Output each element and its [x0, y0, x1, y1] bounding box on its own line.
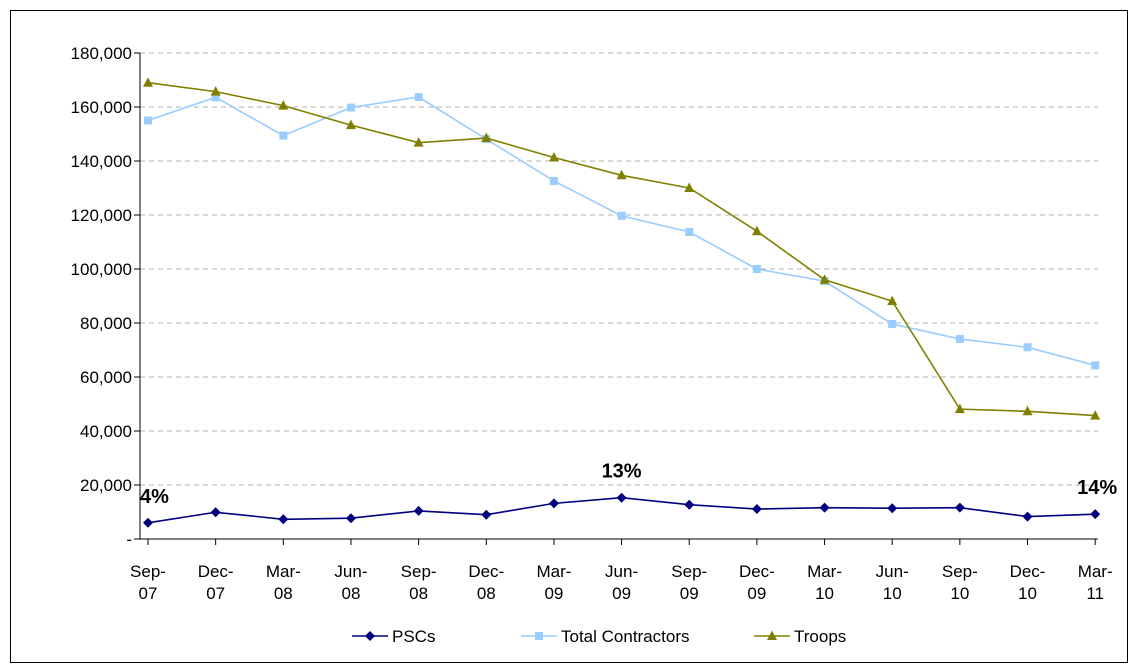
y-tick-label: 60,000	[80, 368, 132, 387]
troops-point	[481, 132, 492, 143]
total-contractors-point	[617, 211, 626, 220]
legend-label-troops: Troops	[794, 627, 846, 646]
pscs-point	[413, 505, 424, 516]
pscs-point	[819, 502, 830, 513]
total-contractors-point	[211, 93, 220, 102]
pscs-point	[887, 503, 898, 514]
annotation-label: 13%	[602, 461, 642, 483]
troops-point	[819, 274, 830, 284]
troops-point	[143, 77, 153, 87]
total-contractors-point	[549, 176, 558, 185]
y-tick-label: 80,000	[80, 314, 132, 333]
legend-label-pscs: PSCs	[392, 627, 435, 646]
troops-point	[751, 225, 762, 236]
pscs-point	[210, 507, 221, 518]
pscs-point	[954, 502, 965, 513]
total-contractors-point	[685, 228, 694, 237]
y-tick-label: 120,000	[71, 206, 132, 225]
chart-frame	[10, 10, 1128, 663]
pscs-point	[616, 492, 627, 503]
x-tick-label: Dec-07	[198, 562, 234, 603]
y-tick-label: 180,000	[71, 44, 132, 63]
pscs-point	[548, 498, 559, 509]
troops-point	[1022, 405, 1033, 416]
x-tick-label: Mar-10	[807, 562, 842, 603]
x-tick-label: Mar-09	[536, 562, 571, 603]
legend-marker-total-contractors	[535, 632, 543, 640]
legend-label-total-contractors: Total Contractors	[561, 627, 690, 646]
x-tick-label: Mar-11	[1078, 562, 1113, 603]
pscs-point	[684, 499, 695, 510]
total-contractors-point	[955, 334, 964, 343]
x-tick-label: Sep-10	[942, 562, 978, 603]
troops-point	[1090, 410, 1101, 420]
troops-point	[210, 86, 221, 96]
x-tick-label: Jun-09	[605, 562, 638, 603]
y-tick-label: 160,000	[71, 98, 132, 117]
troops-point	[548, 151, 559, 162]
x-tick-label: Sep-08	[401, 562, 437, 603]
troops-point	[887, 295, 898, 306]
pscs-point	[278, 514, 289, 525]
total-contractors-point	[1091, 361, 1100, 370]
pscs-point	[345, 513, 356, 524]
x-tick-label: Sep-09	[671, 562, 707, 603]
total-contractors-point	[144, 116, 152, 125]
troops-point	[278, 100, 289, 110]
pscs-point	[1022, 511, 1033, 522]
y-tick-label: -	[126, 530, 132, 549]
legend-marker-troops	[767, 630, 777, 640]
troops-point	[345, 119, 356, 130]
troops-point	[954, 403, 965, 414]
pscs-point	[143, 517, 153, 528]
total-contractors-point	[346, 103, 355, 112]
y-tick-label: 140,000	[71, 152, 132, 171]
troops-point	[616, 169, 627, 180]
x-tick-label: Dec-08	[468, 562, 504, 603]
total-contractors-point	[1023, 343, 1032, 352]
legend-marker-pscs	[365, 631, 375, 641]
total-contractors-point	[888, 320, 897, 329]
x-tick-label: Sep-07	[130, 562, 166, 603]
total-contractors-line	[147, 96, 1096, 367]
x-tick-label: Jun-10	[876, 562, 909, 603]
x-tick-label: Jun-08	[334, 562, 367, 603]
x-tick-label: Dec-09	[739, 562, 775, 603]
x-tick-label: Mar-08	[266, 562, 301, 603]
pscs-point	[1090, 509, 1101, 520]
y-tick-label: 20,000	[80, 476, 132, 495]
y-tick-label: 100,000	[71, 260, 132, 279]
pscs-point	[481, 509, 492, 520]
annotation-label: 14%	[1077, 477, 1117, 499]
y-tick-label: 40,000	[80, 422, 132, 441]
troops-point	[413, 137, 424, 147]
annotation-label: 4%	[140, 486, 169, 508]
total-contractors-point	[414, 93, 423, 102]
troops-point	[684, 182, 695, 192]
total-contractors-point	[279, 131, 288, 140]
x-tick-label: Dec-10	[1010, 562, 1046, 603]
pscs-point	[751, 504, 762, 515]
total-contractors-point	[752, 265, 761, 273]
